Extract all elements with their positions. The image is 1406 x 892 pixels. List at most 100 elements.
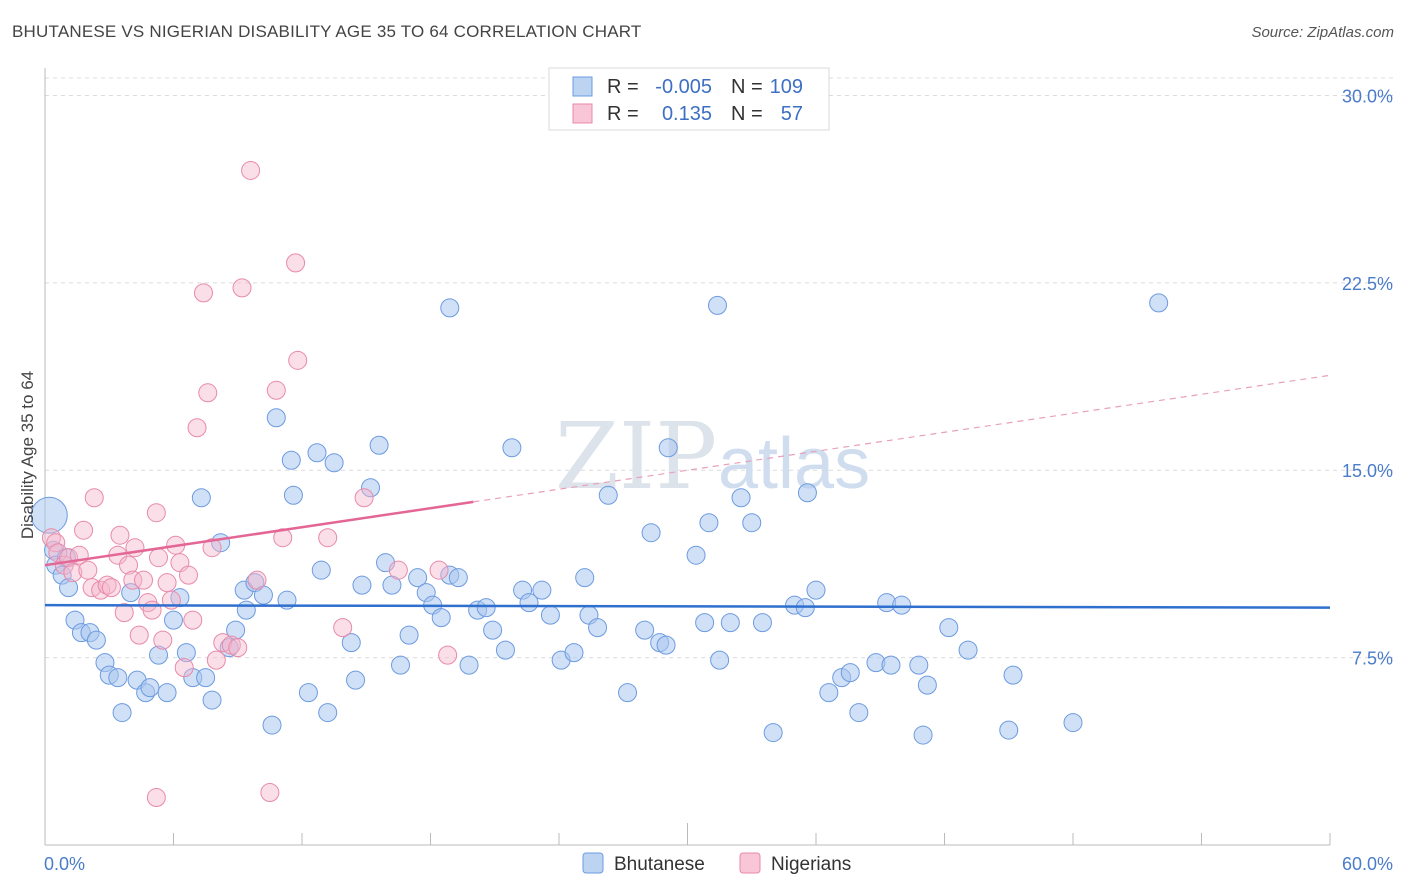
y-tick-label: 30.0% bbox=[1342, 86, 1393, 106]
data-point-bhutanese bbox=[262, 715, 282, 735]
series-legend: Bhutanese Nigerians bbox=[582, 852, 851, 875]
data-point-bhutanese bbox=[502, 438, 522, 458]
data-point-bhutanese bbox=[635, 620, 655, 640]
data-point-nigerians bbox=[101, 578, 121, 598]
y-axis-label: Disability Age 35 to 64 bbox=[18, 371, 37, 539]
data-point-bhutanese bbox=[459, 655, 479, 675]
trend-line-nigerians bbox=[44, 500, 474, 567]
data-point-bhutanese bbox=[532, 580, 552, 600]
data-point-bhutanese bbox=[311, 560, 331, 580]
source-credit: Source: ZipAtlas.com bbox=[1251, 24, 1394, 41]
data-point-nigerians bbox=[288, 350, 308, 370]
watermark-zip: ZIP bbox=[555, 403, 717, 510]
data-point-bhutanese bbox=[352, 575, 372, 595]
data-point-bhutanese bbox=[59, 578, 79, 598]
data-point-bhutanese bbox=[752, 613, 772, 633]
data-point-bhutanese bbox=[1149, 293, 1169, 313]
data-point-bhutanese bbox=[164, 610, 183, 630]
data-point-nigerians bbox=[146, 788, 166, 808]
data-point-nigerians bbox=[193, 283, 213, 303]
data-point-bhutanese bbox=[140, 678, 160, 698]
legend-n-value-blue: 109 bbox=[770, 76, 803, 98]
bottom-legend-swatch-bhutanese bbox=[582, 852, 604, 874]
data-point-bhutanese bbox=[806, 580, 826, 600]
data-point-bhutanese bbox=[849, 703, 869, 723]
bottom-legend-bhutanese: Bhutanese bbox=[614, 854, 705, 875]
data-point-bhutanese bbox=[30, 496, 68, 534]
data-point-nigerians bbox=[286, 253, 306, 273]
data-point-bhutanese bbox=[892, 595, 912, 615]
data-point-bhutanese bbox=[283, 485, 303, 505]
data-point-bhutanese bbox=[641, 523, 661, 543]
data-point-bhutanese bbox=[318, 703, 338, 723]
data-point-nigerians bbox=[183, 610, 203, 630]
data-point-bhutanese bbox=[236, 600, 256, 620]
data-point-nigerians bbox=[260, 783, 280, 803]
data-point-bhutanese bbox=[710, 650, 730, 670]
data-point-bhutanese bbox=[598, 485, 618, 505]
data-point-bhutanese bbox=[999, 720, 1019, 740]
data-point-nigerians bbox=[266, 380, 286, 400]
data-point-nigerians bbox=[78, 560, 98, 580]
data-point-nigerians bbox=[48, 543, 68, 563]
data-points bbox=[30, 160, 1169, 808]
y-tick-label: 15.0% bbox=[1342, 461, 1393, 481]
data-point-nigerians bbox=[74, 520, 94, 540]
data-point-bhutanese bbox=[797, 483, 817, 503]
data-point-nigerians bbox=[174, 658, 194, 678]
series-nigerians bbox=[41, 160, 458, 808]
data-point-bhutanese bbox=[431, 608, 451, 628]
data-point-bhutanese bbox=[121, 583, 141, 603]
legend-n-value-pink: 57 bbox=[781, 103, 803, 125]
data-point-bhutanese bbox=[1003, 665, 1023, 685]
data-point-bhutanese bbox=[202, 690, 222, 710]
y-tick-label: 22.5% bbox=[1342, 274, 1393, 294]
data-point-bhutanese bbox=[112, 703, 132, 723]
data-point-nigerians bbox=[63, 563, 83, 583]
data-point-bhutanese bbox=[108, 668, 128, 688]
data-point-bhutanese bbox=[476, 598, 496, 618]
data-point-nigerians bbox=[157, 573, 177, 593]
data-point-bhutanese bbox=[369, 435, 389, 455]
data-point-bhutanese bbox=[658, 438, 678, 458]
data-point-nigerians bbox=[247, 570, 267, 590]
data-point-bhutanese bbox=[763, 723, 783, 743]
data-point-bhutanese bbox=[157, 683, 177, 703]
data-point-bhutanese bbox=[266, 408, 286, 428]
data-point-bhutanese bbox=[564, 643, 584, 663]
data-point-nigerians bbox=[110, 525, 130, 545]
data-point-bhutanese bbox=[656, 635, 676, 655]
chart-title: BHUTANESE VS NIGERIAN DISABILITY AGE 35 … bbox=[12, 22, 642, 41]
data-point-nigerians bbox=[241, 160, 261, 180]
data-point-bhutanese bbox=[881, 655, 901, 675]
data-point-nigerians bbox=[142, 600, 162, 620]
data-point-bhutanese bbox=[588, 618, 608, 638]
data-point-nigerians bbox=[129, 625, 149, 645]
x-tick-label-min: 0.0% bbox=[44, 854, 85, 874]
data-point-nigerians bbox=[206, 650, 226, 670]
bottom-legend-nigerians: Nigerians bbox=[771, 854, 851, 875]
data-point-bhutanese bbox=[448, 568, 468, 588]
data-point-bhutanese bbox=[149, 645, 169, 665]
legend-swatch-blue bbox=[572, 76, 593, 97]
data-point-bhutanese bbox=[686, 545, 706, 565]
data-point-nigerians bbox=[438, 645, 458, 665]
data-point-nigerians bbox=[178, 565, 198, 585]
data-point-bhutanese bbox=[307, 443, 327, 463]
data-point-bhutanese bbox=[819, 683, 839, 703]
data-point-bhutanese bbox=[495, 640, 515, 660]
data-point-bhutanese bbox=[699, 513, 719, 533]
data-point-bhutanese bbox=[913, 725, 933, 745]
data-point-nigerians bbox=[273, 528, 293, 548]
data-point-bhutanese bbox=[742, 513, 762, 533]
data-point-nigerians bbox=[232, 278, 252, 298]
x-tick-label-max: 60.0% bbox=[1342, 854, 1393, 874]
data-point-bhutanese bbox=[958, 640, 978, 660]
legend-r-label-pink: R = bbox=[607, 103, 639, 125]
bottom-legend-swatch-nigerians bbox=[739, 852, 761, 874]
data-point-nigerians bbox=[202, 538, 222, 558]
data-point-nigerians bbox=[149, 548, 169, 568]
data-point-nigerians bbox=[153, 630, 173, 650]
data-point-bhutanese bbox=[1063, 713, 1083, 733]
